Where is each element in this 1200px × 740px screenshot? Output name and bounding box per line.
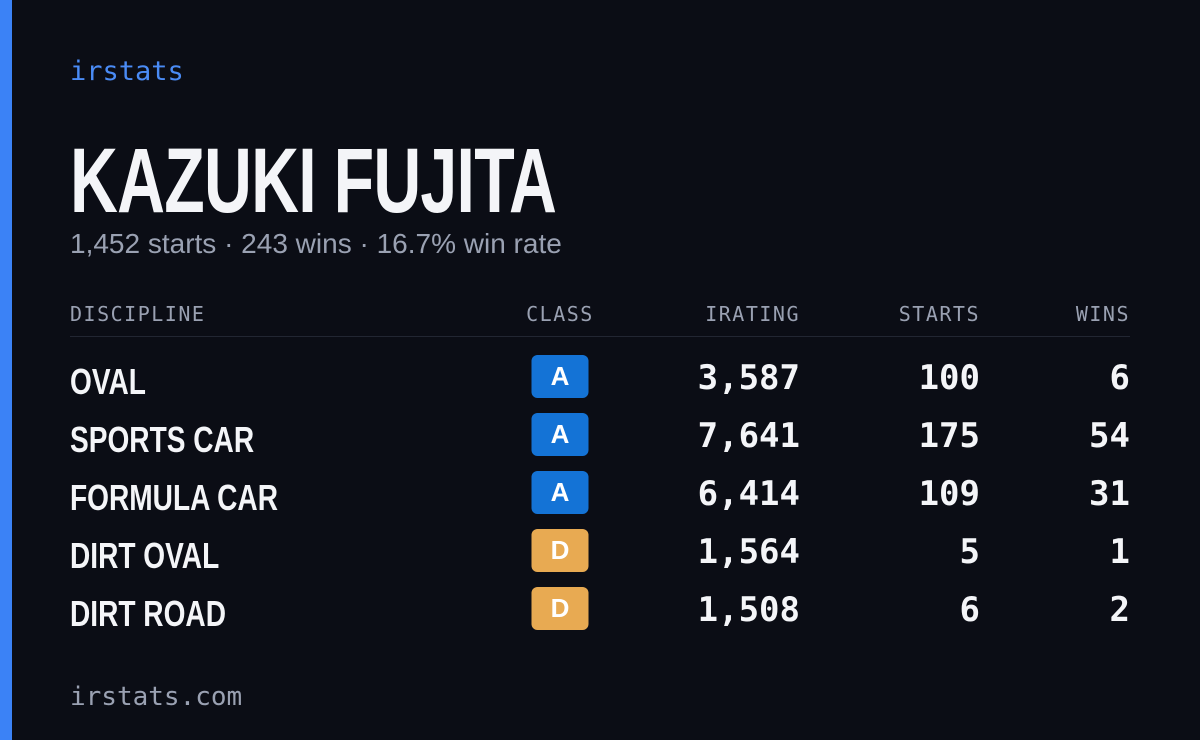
stat-value: 2 bbox=[1109, 590, 1130, 630]
column-header: WINS bbox=[1075, 302, 1130, 326]
column-header: CLASS bbox=[526, 302, 594, 326]
stat-value: 3,587 bbox=[697, 358, 800, 398]
header-rule bbox=[70, 336, 1130, 337]
stat-value: 5 bbox=[959, 532, 980, 572]
stat-value: 6,414 bbox=[697, 474, 800, 514]
stat-value: 109 bbox=[918, 474, 980, 514]
stat-value: 1 bbox=[1109, 532, 1130, 572]
player-name: KAZUKI FUJITA bbox=[70, 130, 557, 232]
class-badge: D bbox=[531, 529, 589, 572]
player-summary: 1,452 starts · 243 wins · 16.7% win rate bbox=[70, 228, 562, 259]
column-header: IRATING bbox=[705, 302, 800, 326]
column-header: STARTS bbox=[898, 302, 980, 326]
discipline: SPORTS CAR bbox=[70, 419, 255, 460]
stat-value: 7,641 bbox=[697, 416, 800, 456]
class-badge: A bbox=[531, 413, 589, 456]
stat-value: 54 bbox=[1089, 416, 1130, 456]
stat-value: 6 bbox=[959, 590, 980, 630]
stat-value: 1,508 bbox=[697, 590, 800, 630]
class-badge: D bbox=[531, 587, 589, 630]
class-badge: A bbox=[531, 355, 589, 398]
brand: irstats bbox=[70, 56, 184, 87]
class-badge: A bbox=[531, 471, 589, 514]
footer: irstats.com bbox=[70, 682, 243, 712]
stat-value: 175 bbox=[918, 416, 980, 456]
stat-value: 100 bbox=[918, 358, 980, 398]
accent-stripe bbox=[0, 0, 12, 740]
discipline: DIRT OVAL bbox=[70, 535, 220, 576]
discipline: OVAL bbox=[70, 361, 146, 402]
discipline: DIRT ROAD bbox=[70, 593, 226, 634]
stat-value: 6 bbox=[1109, 358, 1130, 398]
stat-value: 1,564 bbox=[697, 532, 800, 572]
stat-value: 31 bbox=[1089, 474, 1130, 514]
discipline: FORMULA CAR bbox=[70, 477, 278, 518]
column-header: DISCIPLINE bbox=[70, 302, 206, 326]
